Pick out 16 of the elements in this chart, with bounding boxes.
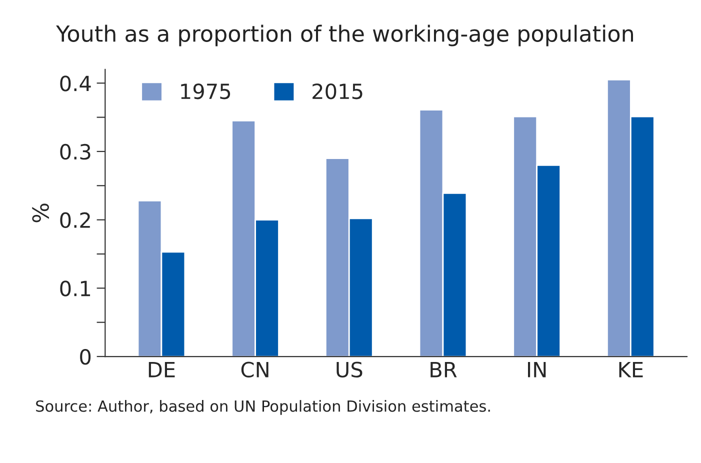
legend-label: 1975 xyxy=(181,83,230,100)
x-tick-label: US xyxy=(336,362,362,378)
source-note: Source: Author, based on UN Population Division estimates. xyxy=(36,400,490,415)
y-axis-title: % xyxy=(32,204,49,222)
x-tick-label: BR xyxy=(430,362,457,378)
x-tick-label: KE xyxy=(619,362,643,378)
x-tick-label: IN xyxy=(528,362,546,378)
x-tick-label: DE xyxy=(148,362,175,378)
chart-title: Youth as a proportion of the working-age population xyxy=(56,24,633,46)
x-tick-label: CN xyxy=(241,362,268,378)
y-tick-label: 0.1 xyxy=(60,280,90,296)
legend-label: 2015 xyxy=(312,83,362,100)
y-tick-label: 0.2 xyxy=(60,212,90,228)
y-tick-label: 0.4 xyxy=(60,76,91,92)
y-tick-label: 0.3 xyxy=(60,144,90,160)
y-tick-label: 0 xyxy=(80,348,91,365)
